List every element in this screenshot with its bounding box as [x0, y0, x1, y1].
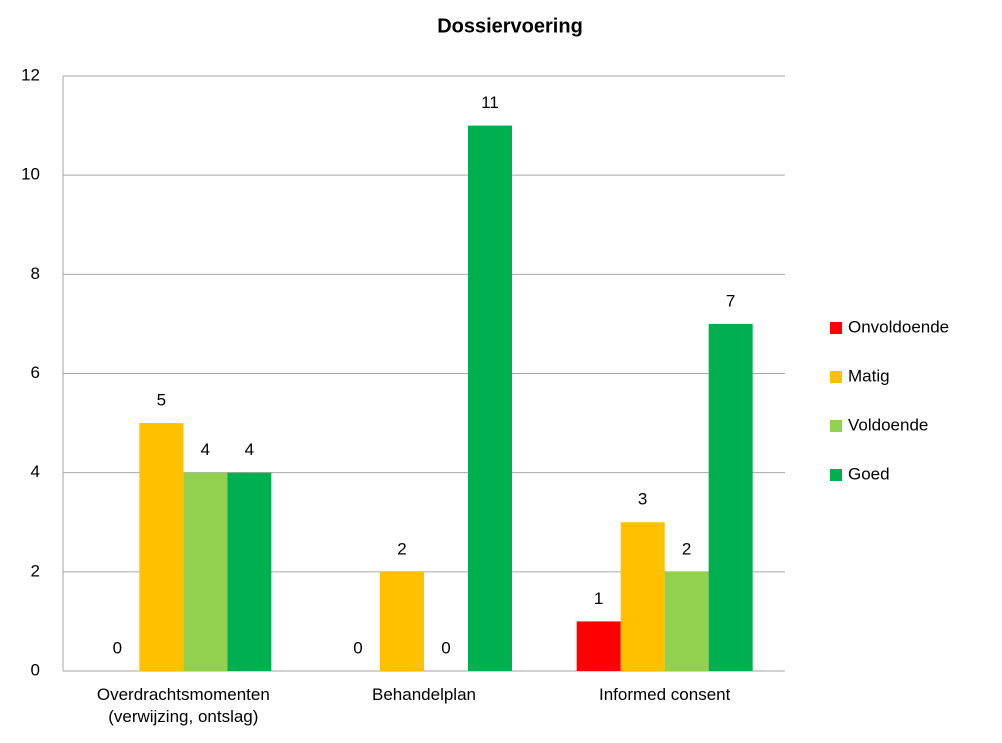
bar — [468, 125, 512, 672]
chart-title: Dossiervoering — [437, 15, 583, 37]
legend-swatch — [830, 420, 842, 432]
bar — [664, 571, 709, 671]
bar — [139, 423, 184, 671]
data-label: 2 — [397, 539, 406, 558]
legend-swatch — [830, 469, 842, 481]
y-tick-label: 12 — [21, 65, 40, 84]
bar — [708, 323, 753, 671]
legend-swatch — [830, 322, 842, 334]
y-tick-label: 4 — [31, 462, 40, 481]
legend-label: Goed — [848, 464, 890, 483]
y-tick-label: 8 — [31, 264, 40, 283]
bar — [620, 522, 665, 671]
data-label: 3 — [638, 490, 647, 509]
bar — [576, 621, 621, 671]
legend-label: Matig — [848, 366, 890, 385]
legend-label: Voldoende — [848, 415, 928, 434]
x-tick-label: Behandelplan — [372, 685, 476, 704]
y-tick-label: 0 — [31, 660, 40, 679]
x-tick-label: Informed consent — [598, 685, 731, 704]
data-label: 4 — [201, 440, 210, 459]
y-tick-label: 2 — [31, 561, 40, 580]
bar — [183, 472, 228, 671]
legend-label: Onvoldoende — [848, 317, 949, 336]
data-label: 7 — [726, 291, 735, 310]
data-label: 0 — [353, 638, 362, 657]
data-label: 4 — [245, 440, 254, 459]
data-label: 2 — [682, 539, 691, 558]
data-label: 0 — [441, 638, 450, 657]
bar — [227, 472, 272, 671]
bar — [380, 571, 424, 671]
y-tick-label: 6 — [31, 363, 40, 382]
y-tick-label: 10 — [21, 165, 40, 184]
data-label: 5 — [157, 391, 166, 410]
x-tick-label: Overdrachtsmomenten (verwijzing, ontslag… — [96, 685, 270, 726]
data-label: 0 — [113, 638, 122, 657]
legend-swatch — [830, 371, 842, 383]
data-label: 1 — [594, 589, 603, 608]
data-label: 11 — [481, 93, 499, 112]
